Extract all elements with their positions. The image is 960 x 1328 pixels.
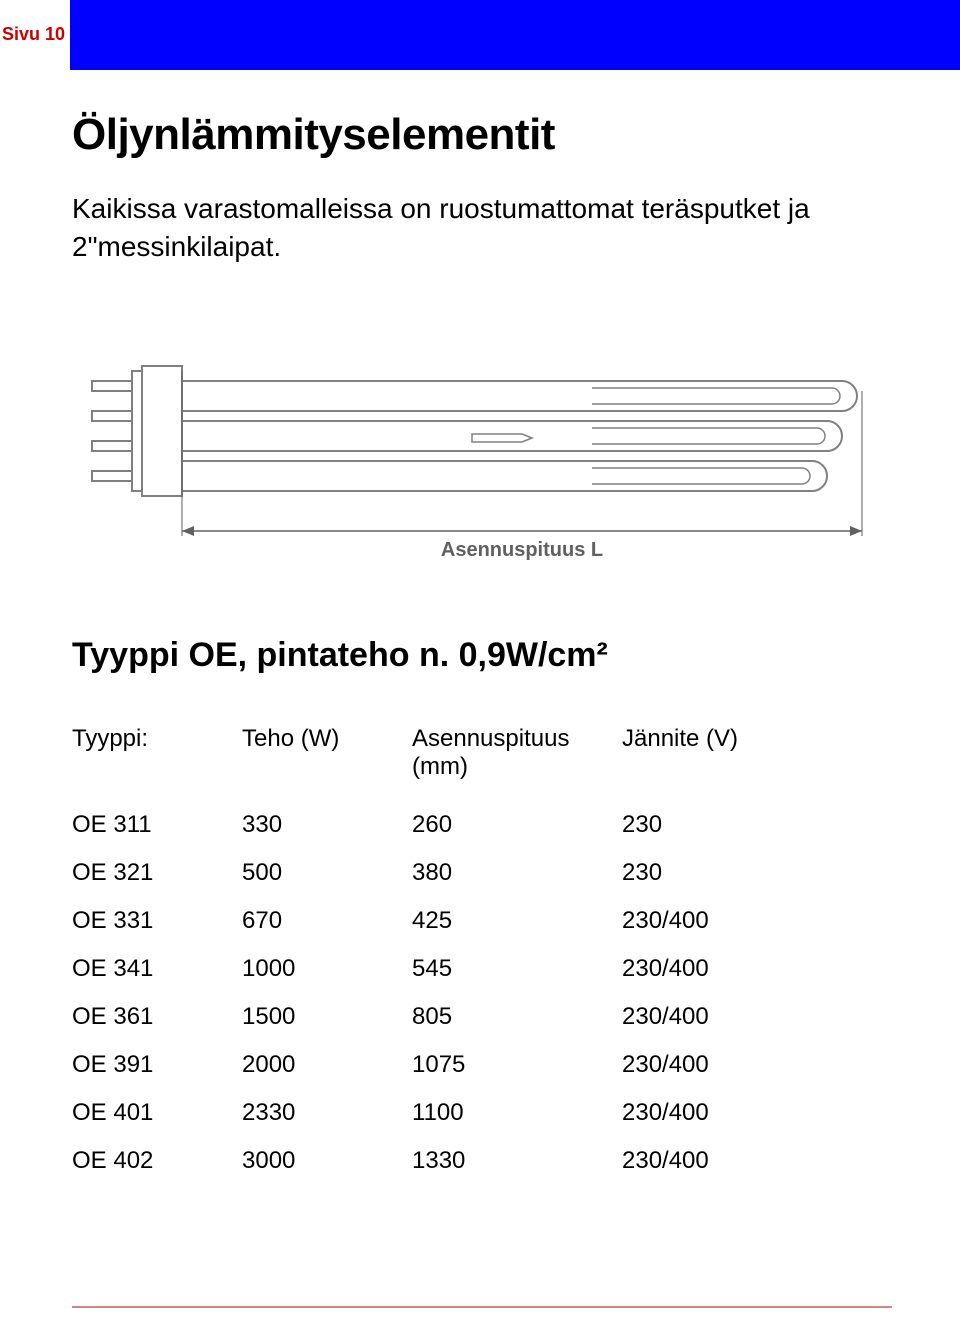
cell-length: 545 [412, 945, 622, 993]
cell-type: OE 401 [72, 1089, 242, 1137]
cell-power: 500 [242, 849, 412, 897]
cell-power: 2000 [242, 1041, 412, 1089]
cell-power: 1500 [242, 993, 412, 1041]
footer-rule [72, 1306, 892, 1308]
table-row: OE 391 2000 1075 230/400 [72, 1041, 792, 1089]
page-title: Öljynlämmityselementit [72, 110, 892, 160]
cell-length: 1330 [412, 1137, 622, 1185]
cell-voltage: 230/400 [622, 1137, 792, 1185]
table-row: OE 321 500 380 230 [72, 849, 792, 897]
cell-type: OE 341 [72, 945, 242, 993]
table-header-row: Tyyppi: Teho (W) Asennuspituus (mm) Jänn… [72, 725, 792, 801]
cell-voltage: 230/400 [622, 945, 792, 993]
cell-type: OE 331 [72, 897, 242, 945]
cell-power: 1000 [242, 945, 412, 993]
cell-length: 805 [412, 993, 622, 1041]
cell-voltage: 230/400 [622, 897, 792, 945]
table-row: OE 361 1500 805 230/400 [72, 993, 792, 1041]
page-subtitle: Kaikissa varastomalleissa on ruostumatto… [72, 190, 892, 266]
col-header-voltage: Jännite (V) [622, 725, 792, 801]
header-blue-bar [70, 0, 960, 70]
page: Sivu 10 Öljynlämmityselementit Kaikissa … [0, 0, 960, 1328]
col-header-power: Teho (W) [242, 725, 412, 801]
table-row: OE 402 3000 1330 230/400 [72, 1137, 792, 1185]
cell-voltage: 230/400 [622, 1089, 792, 1137]
section-heading: Tyyppi OE, pintateho n. 0,9W/cm² [72, 636, 892, 675]
cell-length: 1100 [412, 1089, 622, 1137]
diagram-svg: Asennuspituus L [72, 326, 892, 576]
cell-length: 380 [412, 849, 622, 897]
cell-type: OE 321 [72, 849, 242, 897]
cell-voltage: 230 [622, 801, 792, 849]
cell-type: OE 361 [72, 993, 242, 1041]
spec-table: Tyyppi: Teho (W) Asennuspituus (mm) Jänn… [72, 725, 792, 1185]
col-header-type: Tyyppi: [72, 725, 242, 801]
cell-power: 670 [242, 897, 412, 945]
table-body: OE 311 330 260 230 OE 321 500 380 230 OE… [72, 801, 792, 1185]
cell-type: OE 402 [72, 1137, 242, 1185]
cell-length: 260 [412, 801, 622, 849]
cell-power: 330 [242, 801, 412, 849]
cell-length: 425 [412, 897, 622, 945]
table-row: OE 311 330 260 230 [72, 801, 792, 849]
cell-voltage: 230/400 [622, 1041, 792, 1089]
cell-power: 3000 [242, 1137, 412, 1185]
cell-voltage: 230 [622, 849, 792, 897]
table-row: OE 331 670 425 230/400 [72, 897, 792, 945]
page-number-label: Sivu 10 [0, 20, 70, 70]
diagram-length-label: Asennuspituus L [441, 539, 603, 561]
cell-type: OE 391 [72, 1041, 242, 1089]
heating-element-diagram: Asennuspituus L [72, 326, 892, 576]
cell-power: 2330 [242, 1089, 412, 1137]
content-area: Öljynlämmityselementit Kaikissa varastom… [72, 110, 892, 1185]
cell-length: 1075 [412, 1041, 622, 1089]
cell-type: OE 311 [72, 801, 242, 849]
table-row: OE 341 1000 545 230/400 [72, 945, 792, 993]
table-row: OE 401 2330 1100 230/400 [72, 1089, 792, 1137]
col-header-length: Asennuspituus (mm) [412, 725, 622, 801]
cell-voltage: 230/400 [622, 993, 792, 1041]
